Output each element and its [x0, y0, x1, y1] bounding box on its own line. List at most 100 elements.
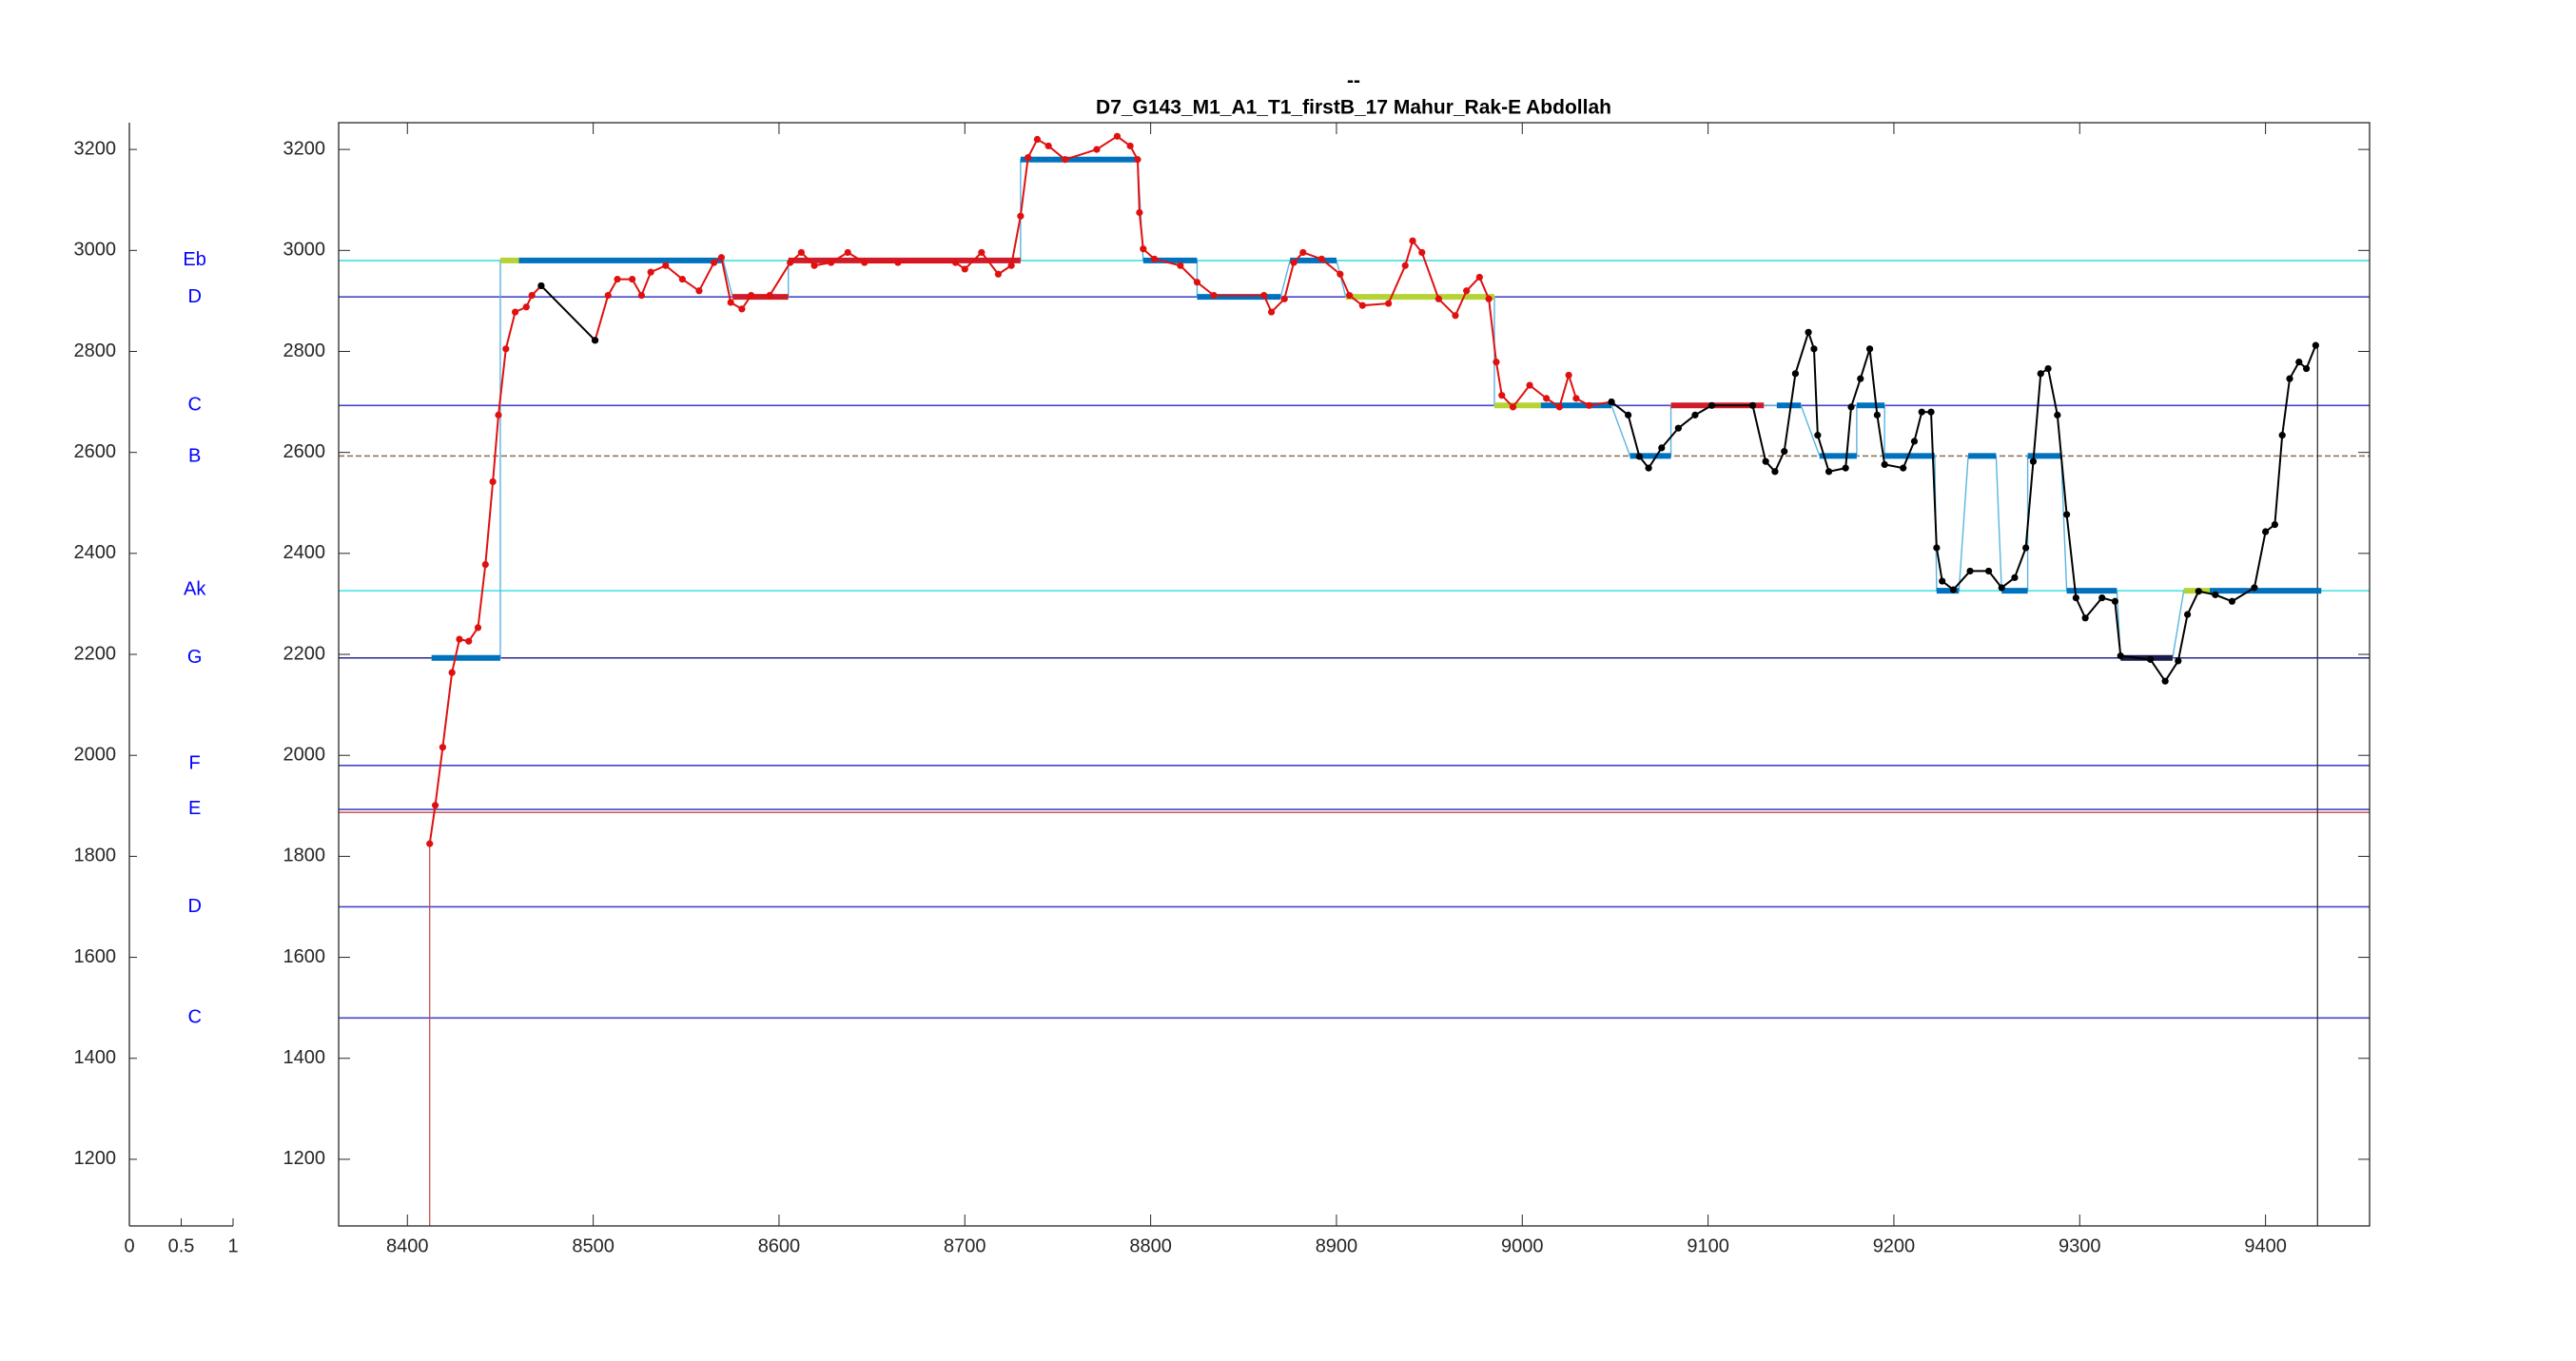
pitch-point: [1939, 577, 1946, 585]
pitch-point: [1385, 300, 1393, 307]
y-tick-label: 2600: [74, 441, 117, 462]
x-tick-label: 9100: [1687, 1235, 1729, 1256]
pitch-point: [1299, 248, 1307, 257]
pitch-point: [1475, 273, 1483, 282]
pitch-point: [787, 259, 794, 266]
pitch-point: [1555, 403, 1563, 411]
note-label: B: [188, 446, 201, 467]
pitch-point: [1509, 403, 1517, 411]
pitch-point: [1900, 464, 1907, 472]
pitch-point: [1434, 295, 1442, 302]
pitch-point: [2072, 593, 2079, 602]
pitch-point: [1927, 408, 1935, 416]
pitch-point: [1463, 287, 1471, 295]
pitch-point: [1984, 567, 1993, 575]
pitch-point: [1033, 135, 1042, 144]
pitch-point: [894, 259, 902, 266]
pitch-point: [662, 262, 670, 269]
pitch-point: [1708, 401, 1716, 409]
pitch-point: [1062, 156, 1069, 164]
x-tick-label: 8600: [758, 1235, 801, 1256]
y-tick-label: 2200: [283, 643, 326, 664]
pitch-point: [2081, 614, 2089, 622]
pitch-point: [1017, 212, 1025, 220]
pitch-point: [738, 305, 746, 313]
pitch-point: [1748, 401, 1757, 409]
y-tick-label: 1600: [283, 946, 326, 967]
note-label: G: [187, 647, 203, 668]
pitch-point: [1565, 371, 1572, 379]
note-label: Ak: [184, 578, 206, 599]
y-tick-label: 2400: [74, 542, 117, 563]
y-tick-label: 1800: [74, 846, 117, 866]
x-tick-label: 8700: [944, 1235, 986, 1256]
pitch-point: [1781, 448, 1788, 456]
pitch-point: [797, 248, 805, 257]
plot-area: [339, 123, 2370, 1226]
y-tick-label: 2600: [283, 441, 326, 462]
y-tick-label: 2800: [74, 340, 117, 361]
pitch-point: [1337, 270, 1344, 278]
pitch-point: [456, 635, 463, 643]
pitch-point: [1136, 208, 1143, 217]
pitch-point: [1805, 328, 1812, 336]
pitch-point: [1526, 381, 1533, 389]
x-tick-label: 9400: [2244, 1235, 2287, 1256]
pitch-point: [951, 259, 960, 266]
pitch-point: [511, 308, 519, 316]
pitch-point: [2022, 544, 2030, 552]
pitch-point: [1140, 245, 1147, 253]
pitch-point: [2312, 341, 2319, 349]
pitch-point: [1998, 584, 2005, 592]
pitch-point: [2098, 593, 2106, 602]
pitch-point: [1966, 567, 1974, 575]
pitch-point: [678, 275, 686, 283]
pitch-point: [2262, 528, 2270, 535]
pitch-point: [1493, 359, 1500, 366]
pitch-point: [1842, 464, 1849, 472]
y-tick-label: 3200: [74, 138, 117, 159]
pitch-point: [637, 291, 645, 300]
pitch-point: [1635, 453, 1643, 460]
note-label: C: [187, 395, 201, 416]
x-tick-label: 9300: [2059, 1235, 2101, 1256]
pitch-point: [1134, 156, 1142, 164]
pitch-point: [978, 248, 986, 257]
pitch-point: [2063, 511, 2071, 518]
y-tick-label: 1400: [283, 1047, 326, 1068]
note-label: E: [188, 798, 201, 819]
pitch-point: [2295, 359, 2303, 366]
pitch-point: [2212, 591, 2219, 598]
pitch-point: [2037, 370, 2044, 378]
pitch-point: [1585, 401, 1593, 409]
pitch-point: [1025, 154, 1032, 162]
pitch-point: [1645, 464, 1652, 472]
pitch-point: [1113, 132, 1122, 140]
pitch-point: [1933, 544, 1941, 552]
pitch-point: [2161, 677, 2169, 685]
pitch-point: [1674, 424, 1682, 432]
pitch-point: [994, 270, 1003, 278]
pitch-point: [2175, 657, 2182, 665]
pitch-point: [961, 265, 968, 273]
pitch-point: [1044, 142, 1052, 150]
y-tick-label: 1200: [74, 1148, 117, 1169]
x-tick-label: 0: [124, 1235, 134, 1256]
pitch-point: [1358, 301, 1366, 309]
pitch-point: [522, 303, 530, 311]
pitch-point: [1873, 411, 1881, 418]
y-tick-label: 3200: [283, 138, 326, 159]
pitch-point: [1485, 295, 1493, 302]
x-tick-label: 1: [227, 1235, 238, 1256]
pitch-point: [591, 337, 599, 344]
pitch-point: [766, 291, 773, 300]
pitch-point: [1126, 142, 1134, 150]
pitch-point: [2183, 611, 2192, 618]
pitch-point: [1771, 468, 1779, 476]
pitch-point: [717, 254, 725, 262]
pitch-point: [1007, 262, 1015, 269]
pitch-point: [1401, 262, 1409, 269]
pitch-point: [2054, 411, 2061, 418]
